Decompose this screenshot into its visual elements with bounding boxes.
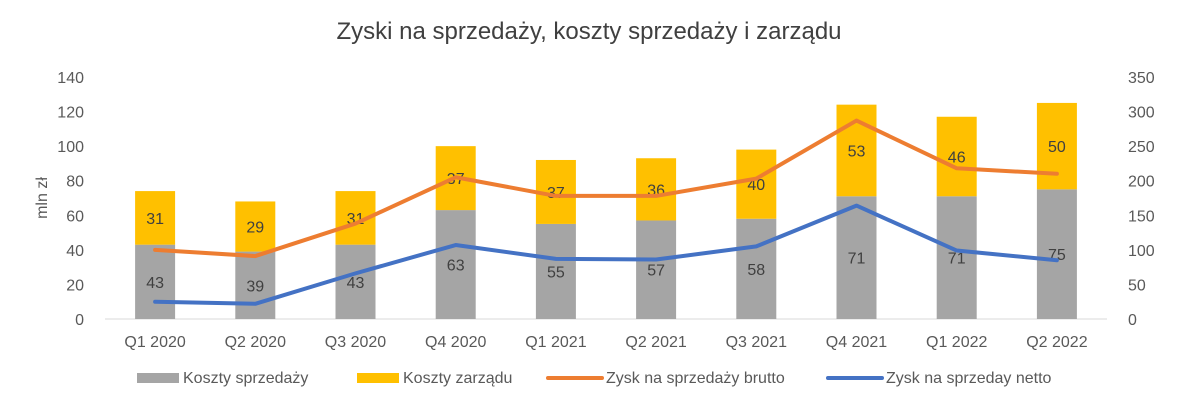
data-label: 71 [948, 251, 966, 268]
bar [535, 223, 576, 319]
data-label: 63 [447, 258, 465, 275]
x-tick-label: Q4 2020 [425, 334, 486, 351]
bar [135, 191, 176, 245]
legend-label: Koszty sprzedaży [183, 370, 308, 387]
chart-title: Zyski na sprzedaży, koszty sprzedaży i z… [336, 18, 842, 45]
data-label: 53 [848, 143, 866, 160]
bar [636, 158, 677, 221]
x-tick-label: Q1 2021 [525, 334, 586, 351]
y2-tick-label: 0 [1128, 312, 1137, 329]
y2-tick-label: 50 [1128, 277, 1146, 294]
y-tick-label: 60 [66, 208, 84, 225]
y-tick-label: 20 [66, 277, 84, 294]
legend-label: Zysk na sprzedaży brutto [606, 370, 785, 387]
bar [736, 218, 777, 319]
bar [235, 201, 276, 252]
x-tick-label: Q3 2020 [325, 334, 386, 351]
bar [335, 244, 376, 319]
bar [235, 251, 276, 319]
y2-tick-label: 200 [1128, 174, 1155, 191]
bar [636, 220, 677, 319]
y-tick-label: 40 [66, 243, 84, 260]
data-label: 50 [1048, 139, 1066, 156]
legend-swatch [357, 373, 399, 383]
data-label: 31 [146, 211, 164, 228]
y2-tick-label: 150 [1128, 208, 1155, 225]
y-tick-label: 100 [57, 139, 84, 156]
data-label: 37 [447, 171, 465, 188]
x-tick-label: Q2 2020 [225, 334, 286, 351]
bar [736, 149, 777, 219]
y2-tick-label: 300 [1128, 105, 1155, 122]
y-tick-label: 0 [75, 312, 84, 329]
data-label: 71 [848, 251, 866, 268]
legend-label: Koszty zarządu [403, 370, 512, 387]
bar [435, 210, 476, 319]
x-tick-label: Q4 2021 [826, 334, 887, 351]
series-line [153, 203, 1059, 306]
x-tick-label: Q2 2021 [625, 334, 686, 351]
legend-swatch [137, 373, 179, 383]
x-tick-label: Q2 2022 [1026, 334, 1087, 351]
bar [836, 196, 877, 319]
y2-tick-label: 250 [1128, 139, 1155, 156]
y-tick-label: 120 [57, 105, 84, 122]
data-label: 43 [347, 275, 365, 292]
data-label: 57 [647, 263, 665, 280]
data-label: 43 [146, 275, 164, 292]
data-label: 29 [246, 220, 264, 237]
bar [936, 116, 977, 197]
y2-tick-label: 100 [1128, 243, 1155, 260]
bar [1036, 189, 1077, 319]
data-label: 55 [547, 264, 565, 281]
x-tick-label: Q3 2021 [726, 334, 787, 351]
data-label: 39 [246, 278, 264, 295]
y2-tick-label: 350 [1128, 70, 1155, 87]
x-tick-label: Q1 2022 [926, 334, 987, 351]
data-label: 46 [948, 150, 966, 167]
x-tick-label: Q1 2020 [124, 334, 185, 351]
y-axis-label: mln zł [34, 177, 51, 219]
data-label: 58 [747, 262, 765, 279]
bar [135, 244, 176, 319]
bar [936, 196, 977, 319]
legend-label: Zysk na sprzeday netto [886, 370, 1052, 387]
y-tick-label: 80 [66, 174, 84, 191]
y-tick-label: 140 [57, 70, 84, 87]
series-line [153, 118, 1059, 259]
